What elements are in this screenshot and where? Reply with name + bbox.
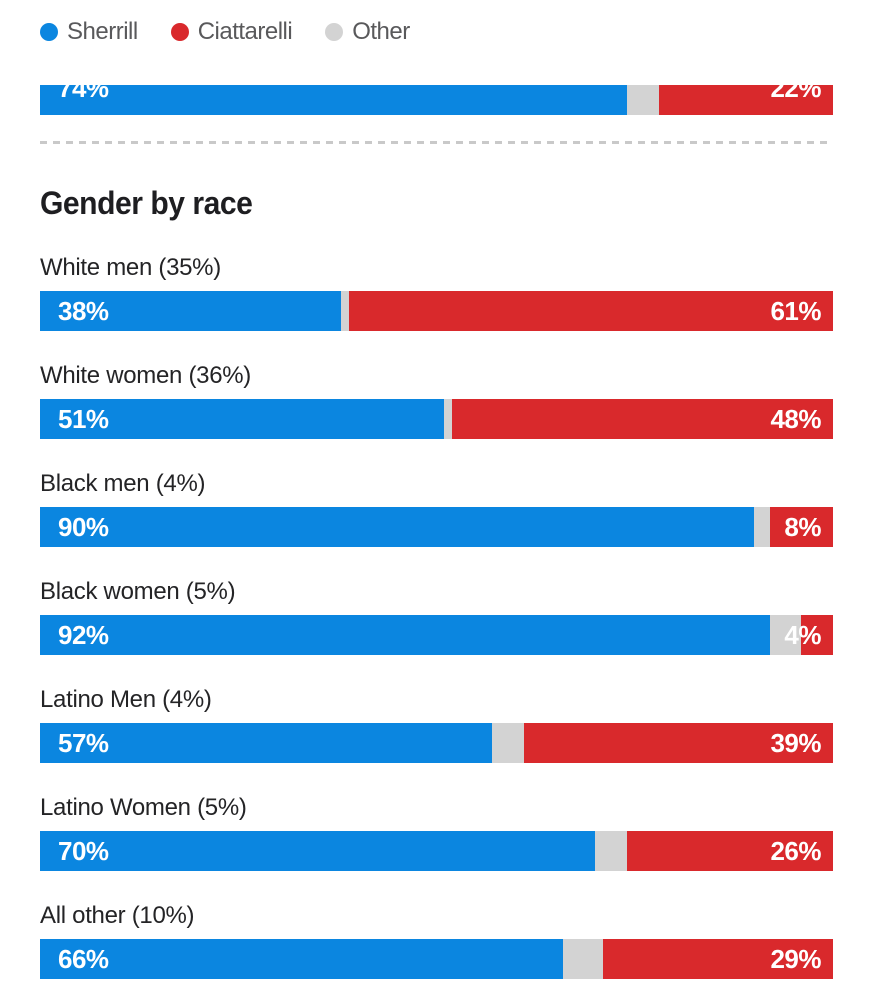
chart-panel: Sherrill Ciattarelli Other 74% 22% Gende… <box>40 0 833 979</box>
chart-row: Black women (5%) 92% 4% <box>40 578 833 655</box>
ciattarelli-segment <box>626 831 833 871</box>
legend-label-sherrill: Sherrill <box>67 18 138 45</box>
sherrill-value: 57% <box>58 728 109 758</box>
stacked-bar: 66% 29% <box>40 939 833 979</box>
legend: Sherrill Ciattarelli Other <box>40 0 833 48</box>
ciattarelli-segment <box>349 291 833 331</box>
sherrill-value: 70% <box>58 836 109 866</box>
row-category-label: White women (36%) <box>40 362 251 389</box>
ciattarelli-value: 4% <box>784 620 821 650</box>
sherrill-segment <box>40 939 564 979</box>
ciattarelli-value: 61% <box>770 296 821 326</box>
sherrill-segment <box>40 831 596 871</box>
other-segment <box>444 399 453 439</box>
ciattarelli-segment <box>801 615 833 655</box>
row-category-label: Black men (4%) <box>40 470 206 497</box>
stacked-bar: 38% 61% <box>40 291 833 331</box>
stacked-bar: 57% 39% <box>40 723 833 763</box>
other-dot-icon <box>325 23 344 41</box>
sherrill-segment <box>40 723 492 763</box>
ciattarelli-value: 22% <box>770 85 821 103</box>
sherrill-segment <box>40 507 754 547</box>
ciattarelli-segment <box>603 939 833 979</box>
ciattarelli-segment <box>658 85 833 115</box>
chart-row: Black men (4%) 90% 8% <box>40 470 833 547</box>
chart-row: White women (36%) 51% 48% <box>40 362 833 439</box>
other-segment <box>595 831 627 871</box>
sherrill-value: 74% <box>58 85 109 103</box>
other-segment <box>341 291 350 331</box>
legend-item-ciattarelli: Ciattarelli <box>170 18 293 46</box>
ciattarelli-value: 39% <box>770 728 821 758</box>
stacked-bar: 92% 4% <box>40 615 833 655</box>
row-category-label: Black women (5%) <box>40 578 236 605</box>
ciattarelli-value: 29% <box>770 944 821 974</box>
legend-label-other: Other <box>352 18 410 45</box>
stacked-bar: 51% 48% <box>40 399 833 439</box>
sherrill-value: 51% <box>58 404 109 434</box>
ciattarelli-dot-icon <box>170 23 189 41</box>
ciattarelli-segment <box>452 399 833 439</box>
chart-row: White men (35%) 38% 61% <box>40 254 833 331</box>
other-segment <box>769 615 802 655</box>
sherrill-value: 38% <box>58 296 109 326</box>
chart-row: Latino Men (4%) 57% 39% <box>40 686 833 763</box>
clipped-stacked-bar: 74% 22% <box>40 85 833 115</box>
row-category-label: Latino Men (4%) <box>40 686 212 713</box>
rows: White men (35%) 38% 61% White women (36%… <box>40 254 833 979</box>
other-segment <box>563 939 604 979</box>
ciattarelli-segment <box>523 723 833 763</box>
ciattarelli-value: 48% <box>770 404 821 434</box>
sherrill-value: 90% <box>58 512 109 542</box>
row-category-label: All other (10%) <box>40 902 195 929</box>
row-category-label: White men (35%) <box>40 254 221 281</box>
stacked-bar: 70% 26% <box>40 831 833 871</box>
ciattarelli-value: 8% <box>784 512 821 542</box>
legend-label-ciattarelli: Ciattarelli <box>197 18 293 45</box>
ciattarelli-segment <box>769 507 833 547</box>
sherrill-value: 66% <box>58 944 109 974</box>
legend-item-sherrill: Sherrill <box>40 18 138 46</box>
stacked-bar: 90% 8% <box>40 507 833 547</box>
other-segment <box>492 723 524 763</box>
section-title: Gender by race <box>40 185 253 221</box>
clipped-bar-row: 74% 22% <box>40 85 833 115</box>
sherrill-segment <box>40 85 627 115</box>
chart-row: Latino Women (5%) 70% 26% <box>40 794 833 871</box>
row-category-label: Latino Women (5%) <box>40 794 247 821</box>
sherrill-dot-icon <box>40 23 58 41</box>
sherrill-segment <box>40 399 445 439</box>
chart-row: All other (10%) 66% 29% <box>40 902 833 979</box>
sherrill-segment <box>40 291 342 331</box>
sherrill-value: 92% <box>58 620 109 650</box>
dashed-divider <box>40 141 833 144</box>
legend-item-other: Other <box>325 18 410 46</box>
other-segment <box>753 507 770 547</box>
sherrill-segment <box>40 615 770 655</box>
ciattarelli-value: 26% <box>770 836 821 866</box>
other-segment <box>626 85 659 115</box>
